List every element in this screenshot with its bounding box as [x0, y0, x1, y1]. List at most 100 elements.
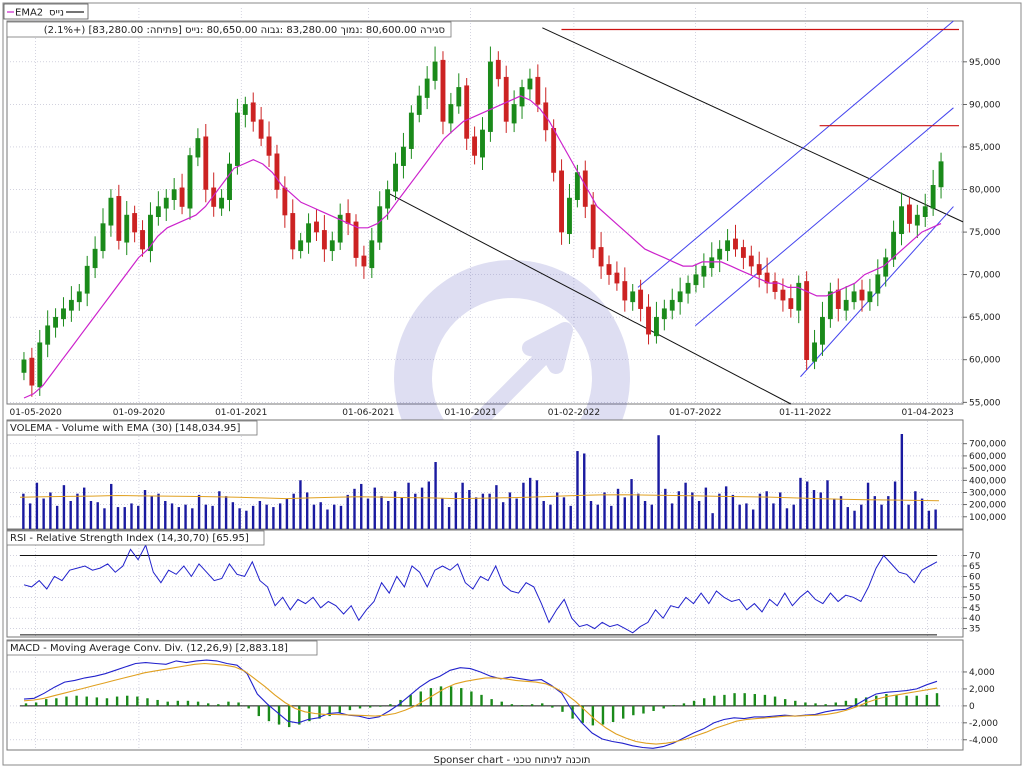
volume-bar	[501, 502, 505, 529]
macd-histogram-bar	[773, 696, 777, 706]
volume-bar	[650, 504, 654, 529]
macd-histogram-bar	[652, 705, 655, 711]
macd-histogram-bar	[581, 705, 584, 723]
volume-bar	[684, 482, 687, 529]
candle-body	[764, 272, 770, 284]
volume-bar	[562, 497, 566, 529]
macd-histogram-bar	[115, 696, 119, 706]
macd-histogram-bar	[146, 698, 149, 706]
candle-body	[234, 112, 240, 166]
candle-body	[859, 289, 865, 301]
candle-body	[416, 95, 422, 115]
candle-body	[100, 223, 106, 252]
volume-bar	[468, 490, 471, 529]
macd-histogram-bar	[530, 704, 534, 706]
y-tick-label: 300,000	[969, 488, 1006, 498]
macd-histogram-bar	[692, 700, 696, 706]
macd-panel-title: MACD - Moving Average Conv. Div. (12,26,…	[10, 643, 288, 654]
macd-histogram-bar	[277, 705, 281, 725]
macd-histogram-bar	[905, 695, 908, 706]
y-tick-label: 4,000	[969, 668, 995, 678]
candle-body	[622, 281, 628, 301]
macd-histogram-bar	[156, 699, 159, 706]
volume-bar	[427, 481, 431, 529]
x-tick-label: 01-05-2020	[10, 408, 63, 418]
macd-histogram-bar	[783, 699, 787, 706]
candle-body	[938, 161, 944, 188]
macd-histogram-bar	[176, 700, 180, 706]
candle-body	[298, 240, 304, 252]
candle-body	[669, 299, 675, 311]
macd-histogram-bar	[844, 700, 848, 706]
volume-bar	[738, 504, 741, 529]
candle-body	[914, 214, 920, 226]
volume-bar	[461, 482, 464, 529]
volume-bar	[353, 488, 356, 529]
y-tick-label: 50	[969, 593, 981, 603]
macd-histogram-bar	[368, 705, 372, 708]
volume-bar	[488, 493, 491, 529]
volume-bar	[305, 492, 309, 529]
macd-histogram-bar	[237, 702, 240, 706]
y-tick-label: 70,000	[969, 271, 1001, 281]
macd-histogram-bar	[834, 702, 837, 706]
volume-bar	[697, 500, 701, 529]
volume-bar	[751, 509, 755, 529]
candle-body	[353, 221, 359, 258]
volume-bar	[664, 488, 667, 529]
footer-text: Sponser chart - תוכנה לניתוח טכני	[433, 755, 590, 766]
volume-bar	[853, 510, 856, 529]
legend-series1-label: נייס	[49, 8, 64, 19]
macd-histogram-bar	[75, 695, 78, 706]
volume-bar	[893, 481, 897, 529]
channel-line	[637, 20, 954, 288]
y-tick-label: -2,000	[969, 719, 998, 729]
x-tick-label: 01-02-2022	[548, 408, 600, 418]
volume-bar	[164, 500, 167, 529]
candle-body	[820, 316, 825, 345]
candle-body	[835, 289, 841, 309]
candle-body	[116, 196, 122, 241]
signal-line	[23, 662, 938, 745]
y-tick-label: 0	[969, 702, 975, 712]
candle-body	[527, 78, 533, 90]
volume-bar	[238, 508, 241, 529]
macd-histogram-bar	[723, 694, 726, 706]
macd-histogram-bar	[227, 701, 230, 706]
macd-histogram-bar	[733, 693, 736, 706]
macd-histogram-bar	[591, 705, 595, 726]
macd-histogram-bar	[672, 705, 676, 706]
volume-bar	[677, 491, 681, 529]
volume-bar	[204, 504, 208, 529]
volume-bar	[454, 492, 458, 529]
macd-histogram-bar	[318, 705, 321, 719]
volume-bar	[346, 494, 349, 529]
volume-bar	[49, 492, 52, 529]
volume-bar	[258, 500, 262, 529]
volume-bar	[799, 477, 802, 529]
macd-panel: -4,000 -2,000 0 2,000 4,000 MACD - Moving Av…	[6, 639, 998, 751]
candle-body	[883, 257, 889, 277]
volume-bar	[724, 486, 728, 529]
candle-body	[733, 238, 738, 250]
candle-body	[456, 87, 462, 107]
legend-series2-label: EMA2	[15, 8, 43, 19]
y-tick-label: 40	[969, 614, 981, 624]
candle-body	[677, 291, 683, 303]
volume-bar	[22, 493, 25, 529]
volume-bar	[89, 500, 93, 529]
candle-body	[227, 163, 232, 200]
volume-bar	[839, 496, 843, 529]
volume-bar	[62, 485, 66, 529]
candle-body	[906, 204, 912, 224]
candle-body	[740, 247, 746, 258]
volume-bar	[508, 492, 512, 529]
candle-body	[535, 76, 541, 105]
volume-bar	[447, 507, 451, 529]
volume-bar	[184, 504, 187, 529]
volume-bar	[420, 487, 424, 529]
y-tick-label: 65,000	[969, 313, 1001, 323]
candle-body	[827, 291, 833, 320]
macd-histogram-bar	[287, 705, 291, 728]
y-tick-label: 95,000	[969, 58, 1001, 68]
